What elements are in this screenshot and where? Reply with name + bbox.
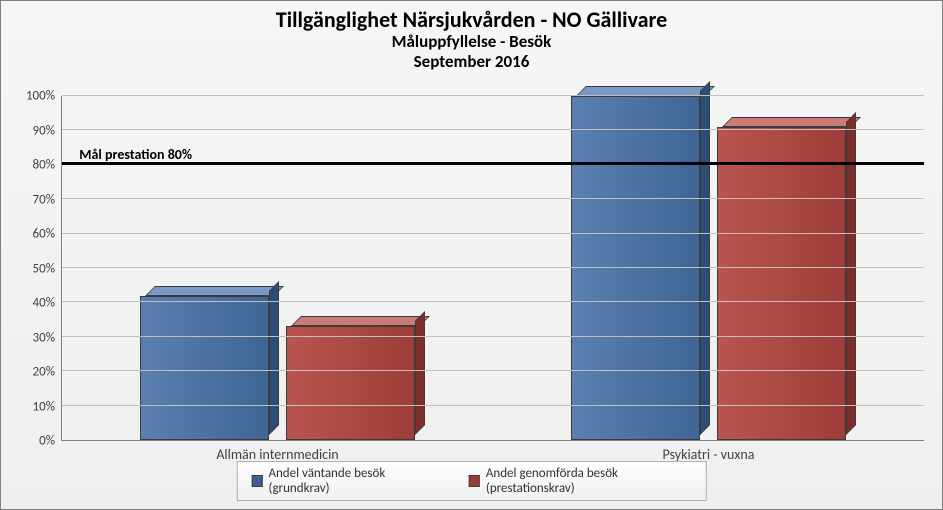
bar-waiting	[571, 96, 700, 440]
legend-swatch-completed	[469, 475, 480, 487]
chart-title: Tillgänglighet Närsjukvården - NO Gälliv…	[13, 7, 930, 32]
gridline	[62, 267, 924, 268]
bar-completed	[717, 127, 846, 440]
y-tick-label: 90%	[13, 123, 55, 138]
bar-waiting	[140, 296, 269, 440]
y-tick-label: 50%	[13, 261, 55, 276]
gridline	[62, 370, 924, 371]
plot-area: Mål prestation 80%Allmän internmedicinPs…	[61, 96, 924, 441]
y-tick-label: 80%	[13, 158, 55, 173]
y-tick-label: 20%	[13, 365, 55, 380]
gridline	[62, 129, 924, 130]
y-tick-label: 0%	[13, 434, 55, 449]
chart-frame: Tillgänglighet Närsjukvården - NO Gälliv…	[0, 0, 943, 510]
chart-subtitle: Måluppfyllelse - Besök	[13, 32, 930, 52]
chart-date: September 2016	[13, 52, 930, 72]
gridline	[62, 405, 924, 406]
legend-swatch-waiting	[251, 475, 262, 487]
legend-label-waiting: Andel väntande besök (grundkrav)	[268, 466, 434, 496]
gridline	[62, 95, 924, 96]
y-tick-label: 40%	[13, 296, 55, 311]
target-label: Mål prestation 80%	[79, 146, 192, 163]
gridline	[62, 198, 924, 199]
y-axis: 0%10%20%30%40%50%60%70%80%90%100%	[13, 96, 61, 441]
legend-item-waiting: Andel väntande besök (grundkrav)	[251, 466, 434, 496]
plot-wrap: 0%10%20%30%40%50%60%70%80%90%100% Mål pr…	[61, 96, 924, 441]
y-tick-label: 60%	[13, 227, 55, 242]
legend-label-completed: Andel genomförda besök (prestationskrav)	[486, 466, 692, 496]
gridline	[62, 336, 924, 337]
y-tick-label: 10%	[13, 399, 55, 414]
chart-titles: Tillgänglighet Närsjukvården - NO Gälliv…	[13, 7, 930, 71]
gridline	[62, 301, 924, 302]
bar-completed	[286, 326, 415, 440]
legend: Andel väntande besök (grundkrav) Andel g…	[236, 461, 707, 501]
y-tick-label: 70%	[13, 192, 55, 207]
y-tick-label: 30%	[13, 330, 55, 345]
gridline	[62, 233, 924, 234]
y-tick-label: 100%	[13, 89, 55, 104]
legend-item-completed: Andel genomförda besök (prestationskrav)	[469, 466, 692, 496]
